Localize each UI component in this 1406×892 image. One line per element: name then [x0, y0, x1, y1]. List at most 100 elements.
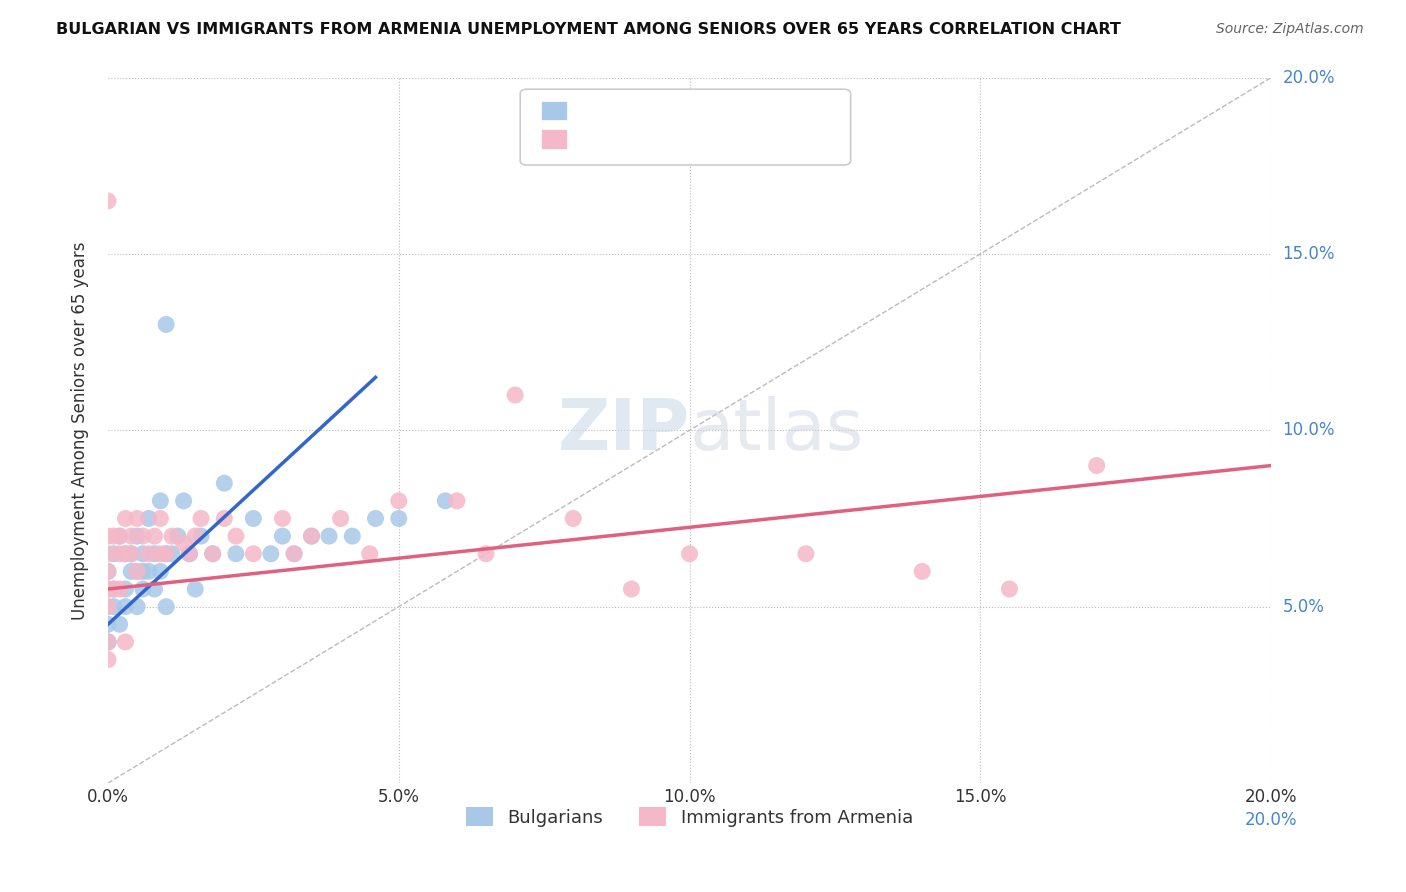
Point — [214, 476, 236, 491]
Point — [283, 547, 305, 561]
Point — [114, 547, 136, 561]
Point — [149, 511, 172, 525]
Text: Source: ZipAtlas.com: Source: ZipAtlas.com — [1216, 22, 1364, 37]
Point — [155, 547, 177, 561]
Point — [103, 582, 125, 596]
Point — [143, 582, 166, 596]
Text: BULGARIAN VS IMMIGRANTS FROM ARMENIA UNEMPLOYMENT AMONG SENIORS OVER 65 YEARS CO: BULGARIAN VS IMMIGRANTS FROM ARMENIA UNE… — [56, 22, 1121, 37]
Point — [271, 529, 294, 543]
Point — [214, 511, 236, 525]
Point — [155, 547, 177, 561]
Point — [342, 529, 364, 543]
Point — [97, 599, 120, 614]
Point — [132, 565, 155, 579]
Point — [911, 565, 934, 579]
Point — [114, 511, 136, 525]
Point — [97, 652, 120, 666]
Point — [184, 582, 207, 596]
Point — [1085, 458, 1108, 473]
Point — [97, 617, 120, 632]
Point — [160, 529, 183, 543]
Point — [201, 547, 224, 561]
Point — [132, 529, 155, 543]
Point — [155, 318, 177, 332]
Point — [301, 529, 323, 543]
Point — [120, 565, 142, 579]
Point — [173, 493, 195, 508]
Point — [125, 599, 148, 614]
Point — [359, 547, 381, 561]
Point — [184, 529, 207, 543]
Point — [242, 547, 264, 561]
Text: 10.0%: 10.0% — [1282, 421, 1334, 439]
Point — [562, 511, 585, 525]
Text: 15.0%: 15.0% — [1282, 245, 1334, 263]
Point — [794, 547, 817, 561]
Point — [149, 547, 172, 561]
Point — [225, 547, 247, 561]
Point — [114, 599, 136, 614]
Point — [120, 547, 142, 561]
Point — [446, 493, 468, 508]
Point — [97, 635, 120, 649]
Point — [97, 635, 120, 649]
Point — [388, 511, 411, 525]
Point — [132, 547, 155, 561]
Point — [125, 511, 148, 525]
Point — [155, 599, 177, 614]
Point — [108, 547, 131, 561]
Point — [138, 547, 160, 561]
Point — [103, 582, 125, 596]
Point — [114, 547, 136, 561]
Point — [120, 529, 142, 543]
Point — [173, 536, 195, 550]
Text: R = 0.146   N = 51: R = 0.146 N = 51 — [578, 130, 748, 148]
Point — [97, 565, 120, 579]
Point — [138, 511, 160, 525]
Point — [120, 547, 142, 561]
Point — [271, 511, 294, 525]
Point — [179, 547, 201, 561]
Point — [166, 529, 188, 543]
Point — [620, 582, 643, 596]
Legend: Bulgarians, Immigrants from Armenia: Bulgarians, Immigrants from Armenia — [458, 800, 921, 834]
Point — [97, 194, 120, 208]
Point — [364, 511, 387, 525]
Point — [283, 547, 305, 561]
Point — [108, 529, 131, 543]
Point — [503, 388, 526, 402]
Text: 5.0%: 5.0% — [1282, 598, 1324, 615]
Y-axis label: Unemployment Among Seniors over 65 years: Unemployment Among Seniors over 65 years — [72, 241, 89, 620]
Point — [329, 511, 352, 525]
Point — [190, 511, 212, 525]
Point — [125, 529, 148, 543]
Point — [998, 582, 1021, 596]
Point — [97, 635, 120, 649]
Point — [260, 547, 283, 561]
Point — [475, 547, 498, 561]
Text: ZIP: ZIP — [557, 396, 689, 465]
Text: R = 0.376   N = 50: R = 0.376 N = 50 — [578, 102, 748, 120]
Point — [97, 565, 120, 579]
Point — [225, 529, 247, 543]
Point — [125, 565, 148, 579]
Point — [434, 493, 457, 508]
Point — [388, 493, 411, 508]
Point — [97, 547, 120, 561]
Point — [138, 565, 160, 579]
Point — [190, 529, 212, 543]
Point — [97, 582, 120, 596]
Text: atlas: atlas — [689, 396, 863, 465]
Point — [160, 547, 183, 561]
Point — [242, 511, 264, 525]
Point — [97, 582, 120, 596]
Point — [149, 493, 172, 508]
Point — [318, 529, 340, 543]
Point — [678, 547, 700, 561]
Point — [103, 599, 125, 614]
Point — [108, 582, 131, 596]
Point — [201, 547, 224, 561]
Point — [143, 529, 166, 543]
Point — [114, 582, 136, 596]
Point — [132, 582, 155, 596]
